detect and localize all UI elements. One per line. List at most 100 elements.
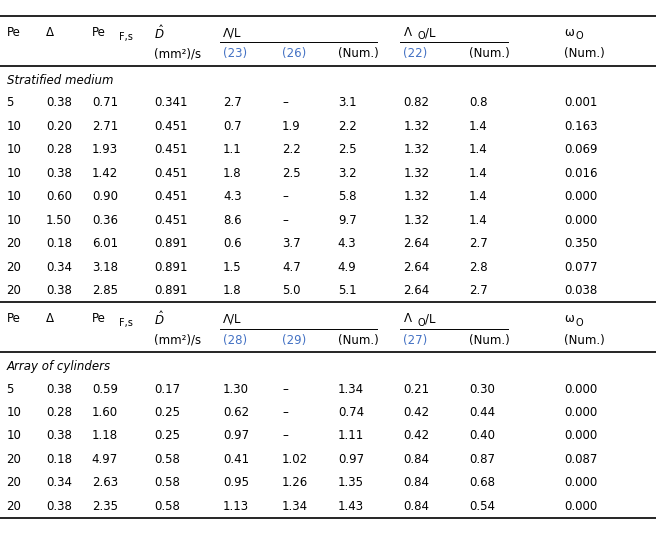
Text: 1.34: 1.34: [338, 383, 364, 395]
Text: (Num.): (Num.): [564, 47, 605, 60]
Text: 0.38: 0.38: [46, 430, 72, 442]
Text: 0.42: 0.42: [403, 430, 430, 442]
Text: –: –: [282, 190, 288, 203]
Text: $\hat{D}$: $\hat{D}$: [154, 24, 165, 42]
Text: Λ: Λ: [403, 312, 411, 326]
Text: –: –: [282, 96, 288, 109]
Text: 0.44: 0.44: [469, 406, 495, 419]
Text: 2.2: 2.2: [282, 143, 301, 156]
Text: 0.28: 0.28: [46, 143, 72, 156]
Text: 2.35: 2.35: [92, 500, 118, 513]
Text: ω: ω: [564, 312, 574, 326]
Text: Λ/L: Λ/L: [223, 26, 241, 39]
Text: 5.0: 5.0: [282, 284, 300, 297]
Text: 0.451: 0.451: [154, 143, 188, 156]
Text: 5.1: 5.1: [338, 284, 356, 297]
Text: /L: /L: [425, 26, 436, 39]
Text: Λ/L: Λ/L: [223, 312, 241, 326]
Text: 0.71: 0.71: [92, 96, 118, 109]
Text: 0.000: 0.000: [564, 500, 598, 513]
Text: 20: 20: [7, 237, 22, 250]
Text: (23): (23): [223, 47, 247, 60]
Text: 5: 5: [7, 383, 14, 395]
Text: 3.2: 3.2: [338, 167, 356, 180]
Text: 1.32: 1.32: [403, 167, 430, 180]
Text: 2.8: 2.8: [469, 261, 487, 273]
Text: 1.4: 1.4: [469, 143, 488, 156]
Text: (26): (26): [282, 47, 306, 60]
Text: 1.30: 1.30: [223, 383, 249, 395]
Text: O: O: [576, 318, 584, 328]
Text: 0.17: 0.17: [154, 383, 180, 395]
Text: 0.58: 0.58: [154, 477, 180, 489]
Text: 1.4: 1.4: [469, 214, 488, 227]
Text: 0.18: 0.18: [46, 453, 72, 466]
Text: 0.25: 0.25: [154, 430, 180, 442]
Text: 10: 10: [7, 214, 22, 227]
Text: 0.58: 0.58: [154, 500, 180, 513]
Text: 0.34: 0.34: [46, 477, 72, 489]
Text: 2.7: 2.7: [223, 96, 242, 109]
Text: 0.59: 0.59: [92, 383, 118, 395]
Text: 1.8: 1.8: [223, 284, 241, 297]
Text: 0.163: 0.163: [564, 120, 598, 133]
Text: 0.34: 0.34: [46, 261, 72, 273]
Text: (29): (29): [282, 334, 306, 346]
Text: 2.5: 2.5: [338, 143, 356, 156]
Text: 1.11: 1.11: [338, 430, 364, 442]
Text: 0.7: 0.7: [223, 120, 241, 133]
Text: 9.7: 9.7: [338, 214, 357, 227]
Text: ω: ω: [564, 26, 574, 39]
Text: 10: 10: [7, 167, 22, 180]
Text: 0.38: 0.38: [46, 284, 72, 297]
Text: 1.32: 1.32: [403, 143, 430, 156]
Text: 0.038: 0.038: [564, 284, 598, 297]
Text: 1.93: 1.93: [92, 143, 118, 156]
Text: 0.84: 0.84: [403, 500, 430, 513]
Text: 0.97: 0.97: [223, 430, 249, 442]
Text: Stratified medium: Stratified medium: [7, 74, 113, 87]
Text: 0.84: 0.84: [403, 453, 430, 466]
Text: (28): (28): [223, 334, 247, 346]
Text: 0.891: 0.891: [154, 261, 188, 273]
Text: 20: 20: [7, 261, 22, 273]
Text: 2.2: 2.2: [338, 120, 357, 133]
Text: 0.451: 0.451: [154, 167, 188, 180]
Text: 3.7: 3.7: [282, 237, 300, 250]
Text: 1.35: 1.35: [338, 477, 364, 489]
Text: 0.95: 0.95: [223, 477, 249, 489]
Text: (27): (27): [403, 334, 428, 346]
Text: 0.82: 0.82: [403, 96, 430, 109]
Text: 1.13: 1.13: [223, 500, 249, 513]
Text: 4.3: 4.3: [338, 237, 356, 250]
Text: 1.32: 1.32: [403, 190, 430, 203]
Text: 1.50: 1.50: [46, 214, 72, 227]
Text: Pe: Pe: [92, 312, 106, 326]
Text: 0.90: 0.90: [92, 190, 118, 203]
Text: 0.30: 0.30: [469, 383, 495, 395]
Text: –: –: [282, 430, 288, 442]
Text: 0.6: 0.6: [223, 237, 241, 250]
Text: 0.36: 0.36: [92, 214, 118, 227]
Text: /L: /L: [425, 312, 436, 326]
Text: 0.25: 0.25: [154, 406, 180, 419]
Text: –: –: [282, 383, 288, 395]
Text: (Num.): (Num.): [338, 47, 379, 60]
Text: 0.000: 0.000: [564, 406, 598, 419]
Text: Λ: Λ: [403, 26, 411, 39]
Text: 0.97: 0.97: [338, 453, 364, 466]
Text: 0.891: 0.891: [154, 237, 188, 250]
Text: (Num.): (Num.): [338, 334, 379, 346]
Text: 2.5: 2.5: [282, 167, 300, 180]
Text: F,s: F,s: [119, 32, 133, 42]
Text: 5: 5: [7, 96, 14, 109]
Text: Δ: Δ: [46, 312, 54, 326]
Text: 4.97: 4.97: [92, 453, 118, 466]
Text: 0.38: 0.38: [46, 96, 72, 109]
Text: 4.7: 4.7: [282, 261, 301, 273]
Text: 20: 20: [7, 453, 22, 466]
Text: 4.3: 4.3: [223, 190, 241, 203]
Text: (Num.): (Num.): [469, 334, 510, 346]
Text: 10: 10: [7, 190, 22, 203]
Text: F,s: F,s: [119, 318, 133, 328]
